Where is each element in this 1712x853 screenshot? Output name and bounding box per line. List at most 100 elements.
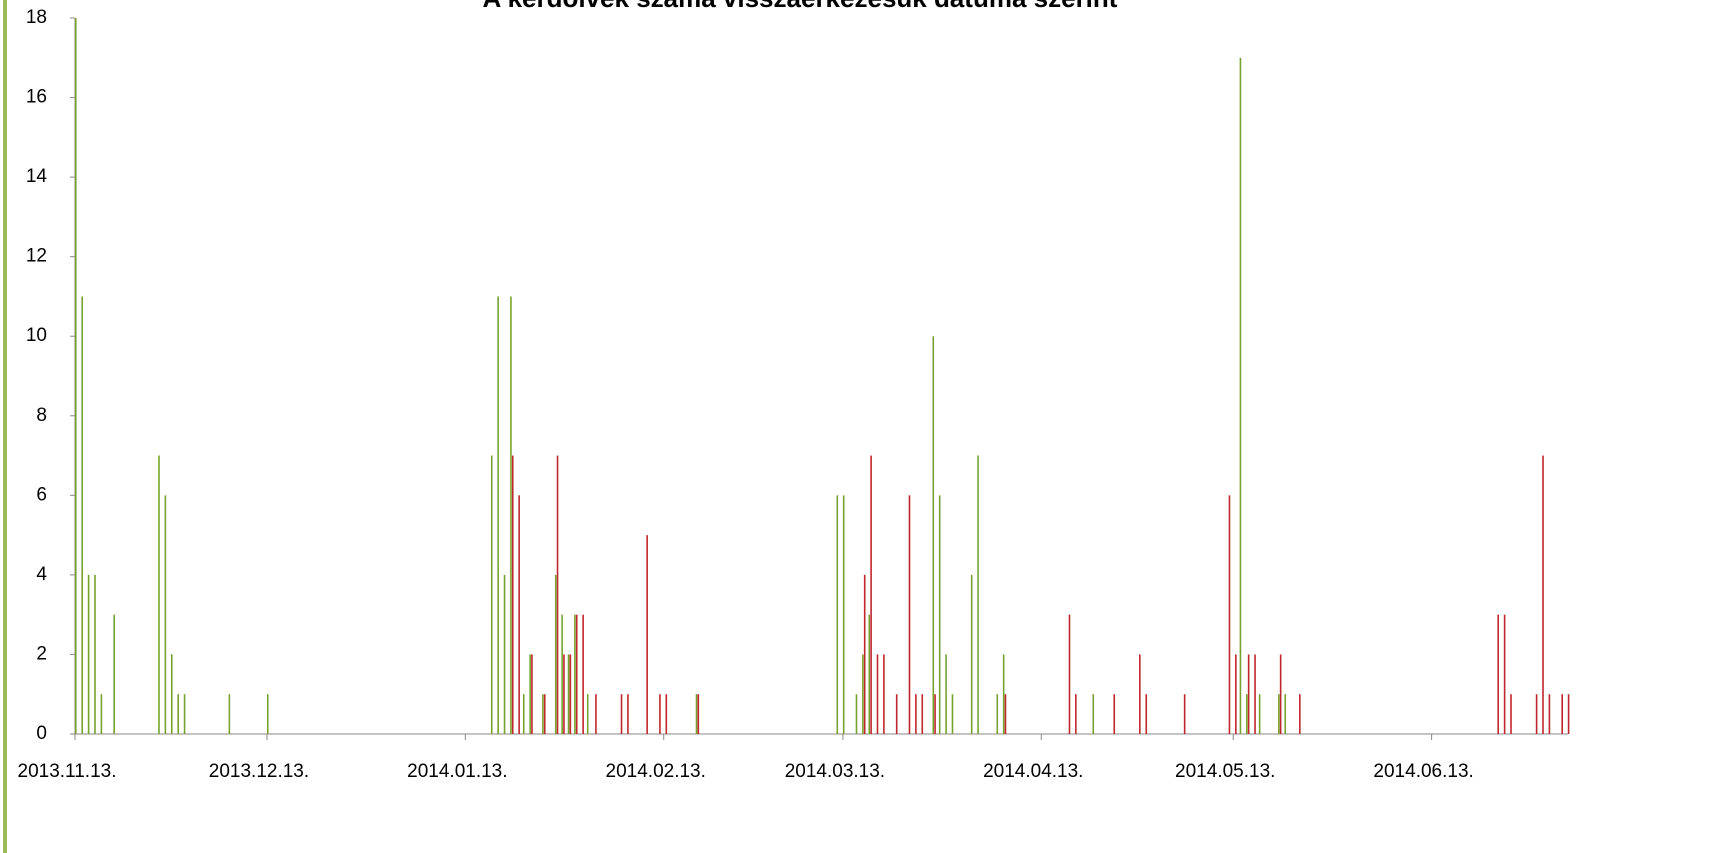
bar xyxy=(595,694,597,734)
bar xyxy=(862,654,864,734)
bar xyxy=(836,495,839,734)
bar xyxy=(697,694,700,734)
bar xyxy=(1239,57,1242,735)
bar xyxy=(563,654,565,734)
bar xyxy=(1278,694,1280,734)
bar xyxy=(1113,694,1116,734)
bar xyxy=(228,694,231,734)
bar xyxy=(94,574,96,734)
bar xyxy=(1258,694,1261,734)
bar xyxy=(970,574,973,734)
bar xyxy=(1503,614,1506,734)
y-tick-label: 8 xyxy=(36,405,47,426)
bar xyxy=(574,614,576,734)
bar xyxy=(100,694,103,734)
x-tick-label: 2014.04.13. xyxy=(983,761,1083,782)
bar xyxy=(522,694,525,734)
bar xyxy=(582,614,584,734)
bar xyxy=(1002,654,1005,734)
bar xyxy=(921,694,924,734)
bar xyxy=(1246,694,1248,734)
x-tick-label: 2013.12.13. xyxy=(209,761,309,782)
bar xyxy=(529,654,531,734)
bar xyxy=(842,495,845,734)
bar xyxy=(531,654,533,734)
bar xyxy=(1299,694,1301,734)
bar xyxy=(915,694,917,734)
y-tick-label: 12 xyxy=(26,246,47,267)
bar xyxy=(932,336,935,734)
y-tick-label: 0 xyxy=(36,723,47,744)
bar xyxy=(586,694,589,734)
bar xyxy=(1284,694,1287,734)
bar xyxy=(266,694,269,734)
bar xyxy=(1004,694,1007,734)
bar xyxy=(510,296,512,734)
bar xyxy=(1497,614,1500,734)
bar xyxy=(158,455,160,734)
bar xyxy=(863,574,866,734)
bar xyxy=(554,574,557,734)
y-tick-label: 18 xyxy=(26,7,47,28)
bar xyxy=(1542,455,1544,734)
chart-title: A kérdőívek száma visszaérkezésük dátuma… xyxy=(483,0,1118,13)
bar xyxy=(646,535,648,734)
bar xyxy=(996,694,999,734)
bar xyxy=(490,455,493,734)
bar xyxy=(1235,654,1237,734)
bar xyxy=(1092,694,1095,734)
bar xyxy=(164,495,167,734)
bar xyxy=(81,296,83,734)
bar xyxy=(934,694,936,734)
bar xyxy=(1561,694,1564,734)
bar xyxy=(1279,654,1282,734)
bar xyxy=(1183,694,1186,734)
bar xyxy=(659,694,661,734)
bar xyxy=(1139,654,1141,734)
bar xyxy=(1567,694,1570,734)
bar xyxy=(620,694,623,734)
bar xyxy=(1254,654,1256,734)
bar xyxy=(518,495,520,734)
bar xyxy=(1075,694,1077,734)
x-tick-label: 2014.05.13. xyxy=(1175,761,1275,782)
bar xyxy=(1228,495,1231,734)
y-tick-label: 4 xyxy=(36,564,47,585)
bar xyxy=(855,694,858,734)
y-tick-label: 16 xyxy=(26,87,47,108)
bar xyxy=(1145,694,1148,734)
bar xyxy=(908,495,911,734)
bar xyxy=(177,694,179,734)
bar xyxy=(113,614,115,734)
x-tick-label: 2014.02.13. xyxy=(606,761,706,782)
bar xyxy=(567,654,570,734)
x-tick-label: 2014.06.13. xyxy=(1373,761,1473,782)
y-tick-label: 14 xyxy=(26,166,48,187)
bar xyxy=(951,694,954,734)
bar xyxy=(183,694,186,734)
bar xyxy=(868,614,871,734)
y-tick-label: 6 xyxy=(36,484,47,505)
bar xyxy=(511,455,514,734)
bar xyxy=(87,574,90,734)
bar xyxy=(542,694,544,734)
bar xyxy=(627,694,629,734)
bar xyxy=(561,614,563,734)
bar xyxy=(497,296,499,734)
bar xyxy=(870,455,872,734)
bar xyxy=(977,455,979,734)
bar xyxy=(695,694,698,734)
bar xyxy=(895,694,898,734)
bar xyxy=(938,495,941,734)
bar xyxy=(945,654,947,734)
y-tick-label: 10 xyxy=(26,325,47,346)
bar xyxy=(665,694,668,734)
bar xyxy=(1548,694,1551,734)
bar xyxy=(170,654,173,734)
bar xyxy=(1535,694,1538,734)
bar xyxy=(503,574,506,734)
bar xyxy=(883,654,885,734)
bar xyxy=(876,654,879,734)
bar xyxy=(569,654,572,734)
